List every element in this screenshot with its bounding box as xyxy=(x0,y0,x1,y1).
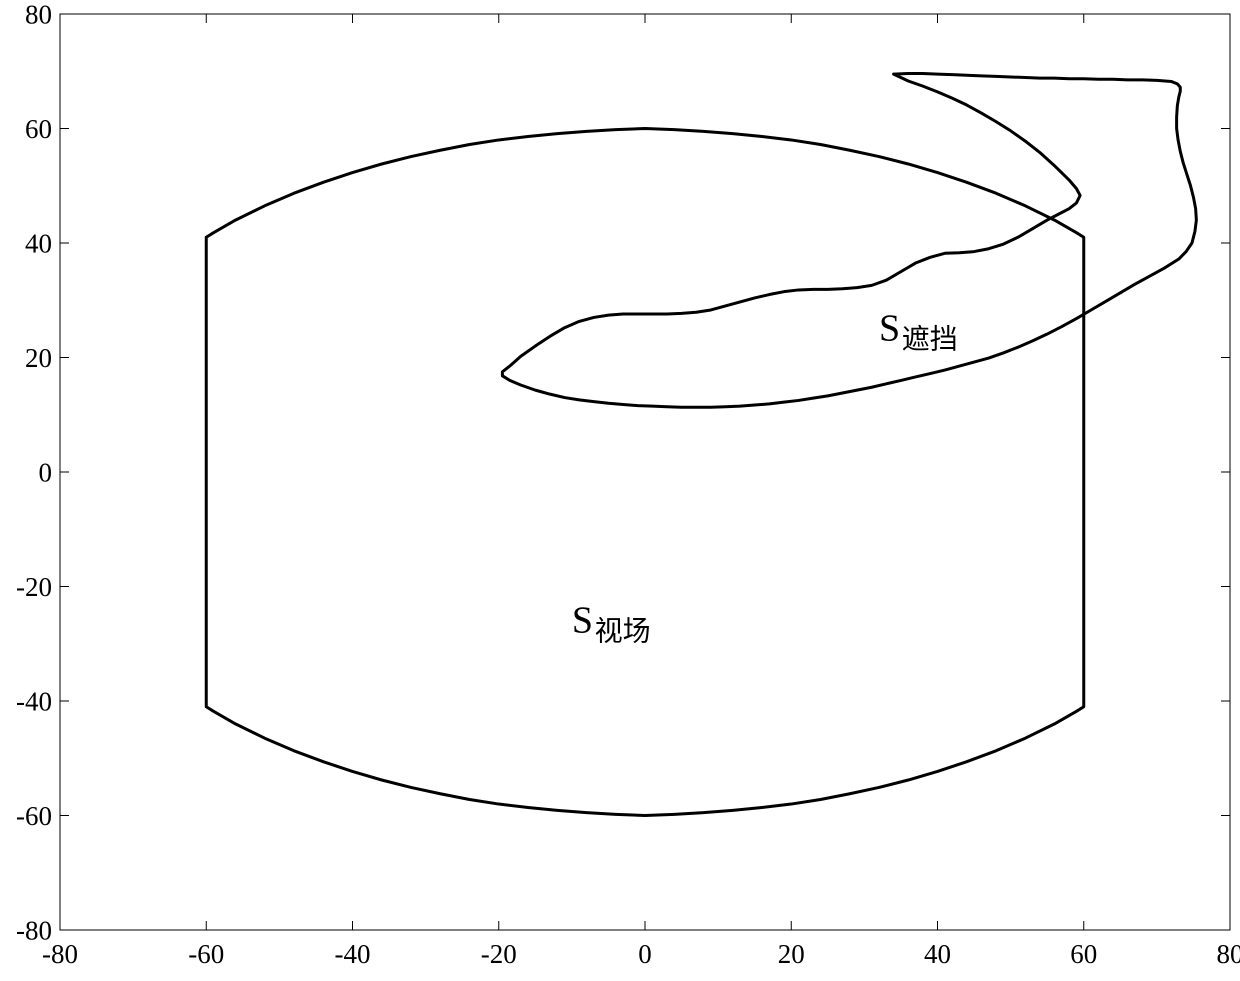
x-tick-label: 20 xyxy=(778,939,805,969)
chart-svg: -80-60-40-20020406080-80-60-40-200204060… xyxy=(0,0,1240,981)
fov_outline xyxy=(206,129,1084,816)
axes-box xyxy=(60,14,1230,930)
y-tick-label: -40 xyxy=(16,686,52,716)
y-tick-label: 0 xyxy=(39,457,53,487)
y-tick-label: 40 xyxy=(25,228,52,258)
y-tick-label: -20 xyxy=(16,572,52,602)
x-tick-label: 0 xyxy=(638,939,652,969)
annotation-main: S xyxy=(879,307,900,349)
x-tick-label: -40 xyxy=(335,939,371,969)
annotation-s_block: S遮挡 xyxy=(879,307,958,355)
y-tick-label: 80 xyxy=(25,0,52,29)
x-tick-label: 40 xyxy=(924,939,951,969)
y-tick-label: 20 xyxy=(25,343,52,373)
x-tick-label: 60 xyxy=(1070,939,1097,969)
chart-viewport: -80-60-40-20020406080-80-60-40-200204060… xyxy=(0,0,1240,981)
block_outline xyxy=(502,74,1196,408)
annotation-sub: 视场 xyxy=(595,616,651,648)
y-tick-label: -60 xyxy=(16,801,52,831)
x-tick-label: -60 xyxy=(188,939,224,969)
x-tick-label: 80 xyxy=(1217,939,1240,969)
x-tick-label: -20 xyxy=(481,939,517,969)
annotation-sub: 遮挡 xyxy=(902,324,958,356)
annotation-s_fov: S视场 xyxy=(572,599,651,647)
y-tick-label: -80 xyxy=(16,915,52,945)
annotation-main: S xyxy=(572,599,593,641)
y-tick-label: 60 xyxy=(25,114,52,144)
